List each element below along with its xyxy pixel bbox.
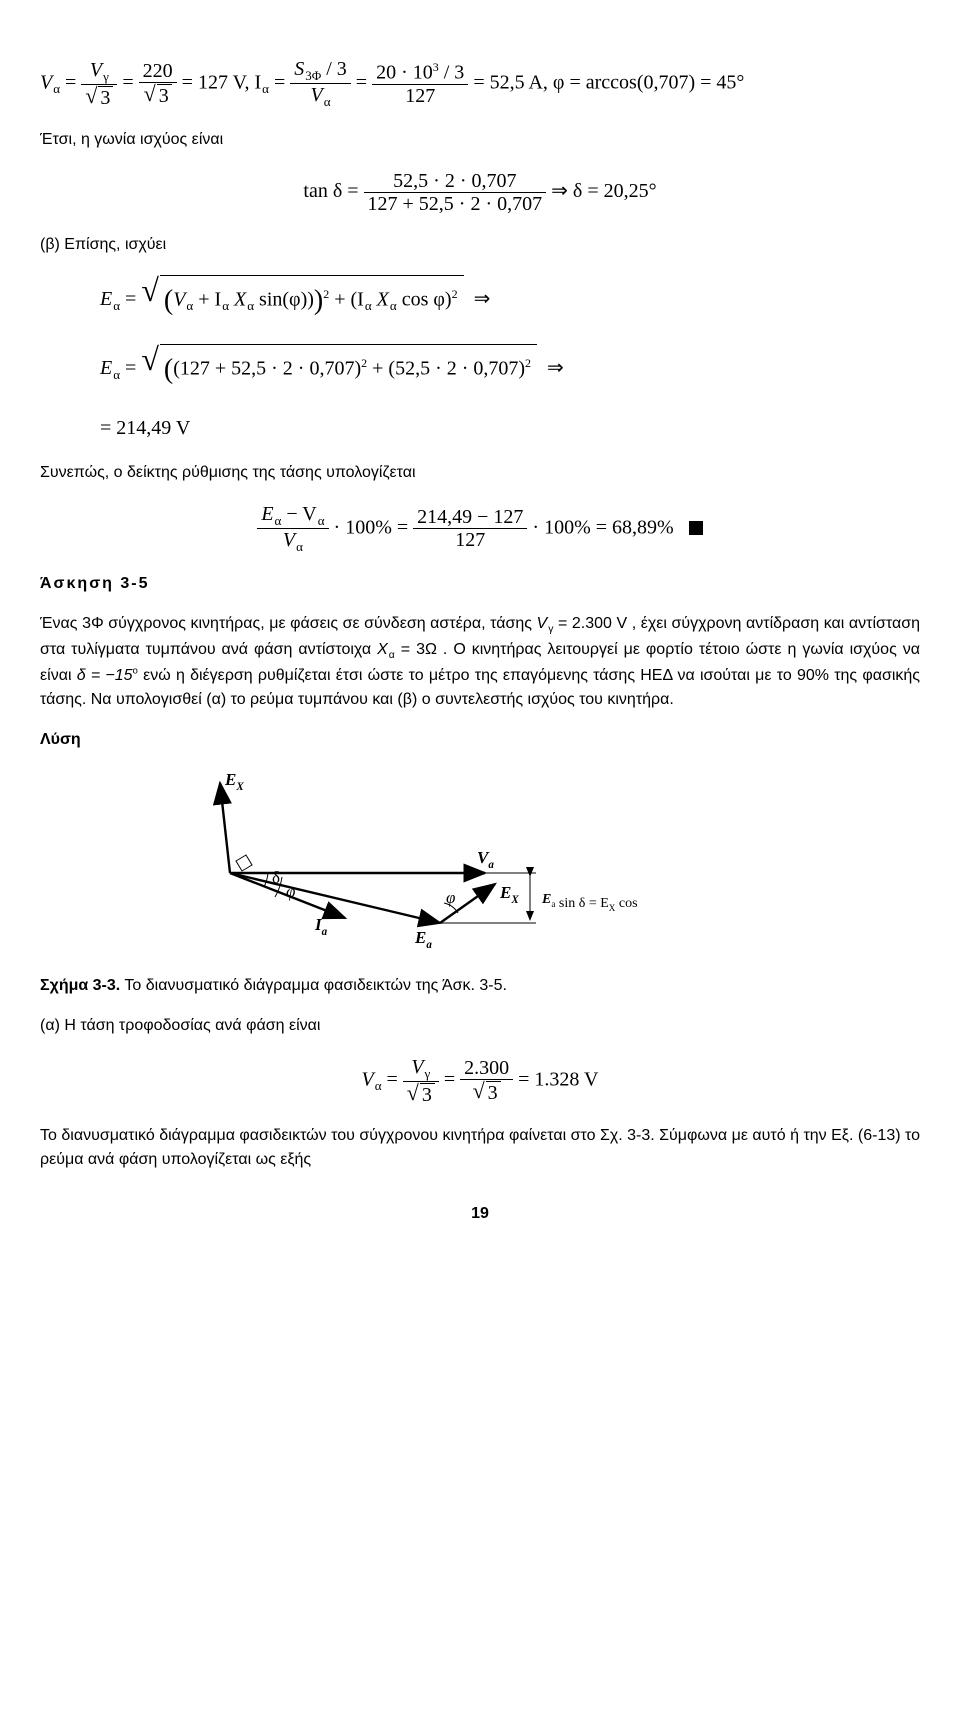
eq-2: tan δ = 52,5 · 2 · 0,707 127 + 52,5 · 2 … <box>40 170 920 215</box>
svg-text:EX: EX <box>224 770 244 793</box>
para-2: (β) Επίσης, ισχύει <box>40 233 920 257</box>
qed-box <box>689 521 703 535</box>
figure-caption: Σχήμα 3-3. Το διανυσματικό διάγραμμα φασ… <box>40 974 920 998</box>
svg-text:EX: EX <box>499 883 519 906</box>
eq1-frac3: S3Φ / 3 Vα <box>290 58 351 110</box>
eq1-frac2: 220 √3 <box>139 60 177 107</box>
page-number: 19 <box>40 1202 920 1226</box>
eq-3a: Eα = √ (Vα + Iα Xα sin(φ)))2 + (Iα Xα co… <box>100 275 920 326</box>
para-6: Το διανυσματικό διάγραμμα φασιδεικτών το… <box>40 1124 920 1172</box>
svg-text:Ea sin δ = EX cos: Ea sin δ = EX cos <box>541 892 638 913</box>
svg-text:δ: δ <box>272 868 280 887</box>
svg-text:Va: Va <box>477 848 494 871</box>
svg-text:Ea: Ea <box>414 928 432 951</box>
svg-text:φ: φ <box>446 888 455 907</box>
para-5: (α) Η τάση τροφοδοσίας ανά φάση είναι <box>40 1014 920 1038</box>
eq1-frac4: 20 · 103 / 3 127 <box>372 61 468 107</box>
eq-5: Vα = Vγ √3 = 2.300 √3 = 1.328 V <box>40 1056 920 1106</box>
eq-3b: Eα = √ ((127 + 52,5 · 2 · 0,707)2 + (52,… <box>100 344 920 395</box>
phasor-diagram: EXVaEaIaEXδφφEa sin δ = EX cos <box>100 768 660 958</box>
svg-text:Ia: Ia <box>314 915 328 938</box>
problem-statement: Ένας 3Φ σύγχρονος κινητήρας, με φάσεις σ… <box>40 612 920 712</box>
para-3: Συνεπώς, ο δείκτης ρύθμισης της τάσης υπ… <box>40 461 920 485</box>
exercise-title: Άσκηση 3-5 <box>40 572 920 596</box>
solution-label: Λύση <box>40 728 920 752</box>
eq-3c: = 214,49 V <box>100 413 920 443</box>
eq-4: Eα − Vα Vα · 100% = 214,49 − 127 127 · 1… <box>40 503 920 555</box>
para-1: Έτσι, η γωνία ισχύος είναι <box>40 128 920 152</box>
eq-1: Vα = Vγ √3 = 220 √3 = 127 V, Iα = S3Φ / … <box>40 58 920 110</box>
eq1-V: V <box>40 71 52 93</box>
svg-text:φ: φ <box>286 882 295 901</box>
eq1-frac1: Vγ √3 <box>81 59 117 109</box>
